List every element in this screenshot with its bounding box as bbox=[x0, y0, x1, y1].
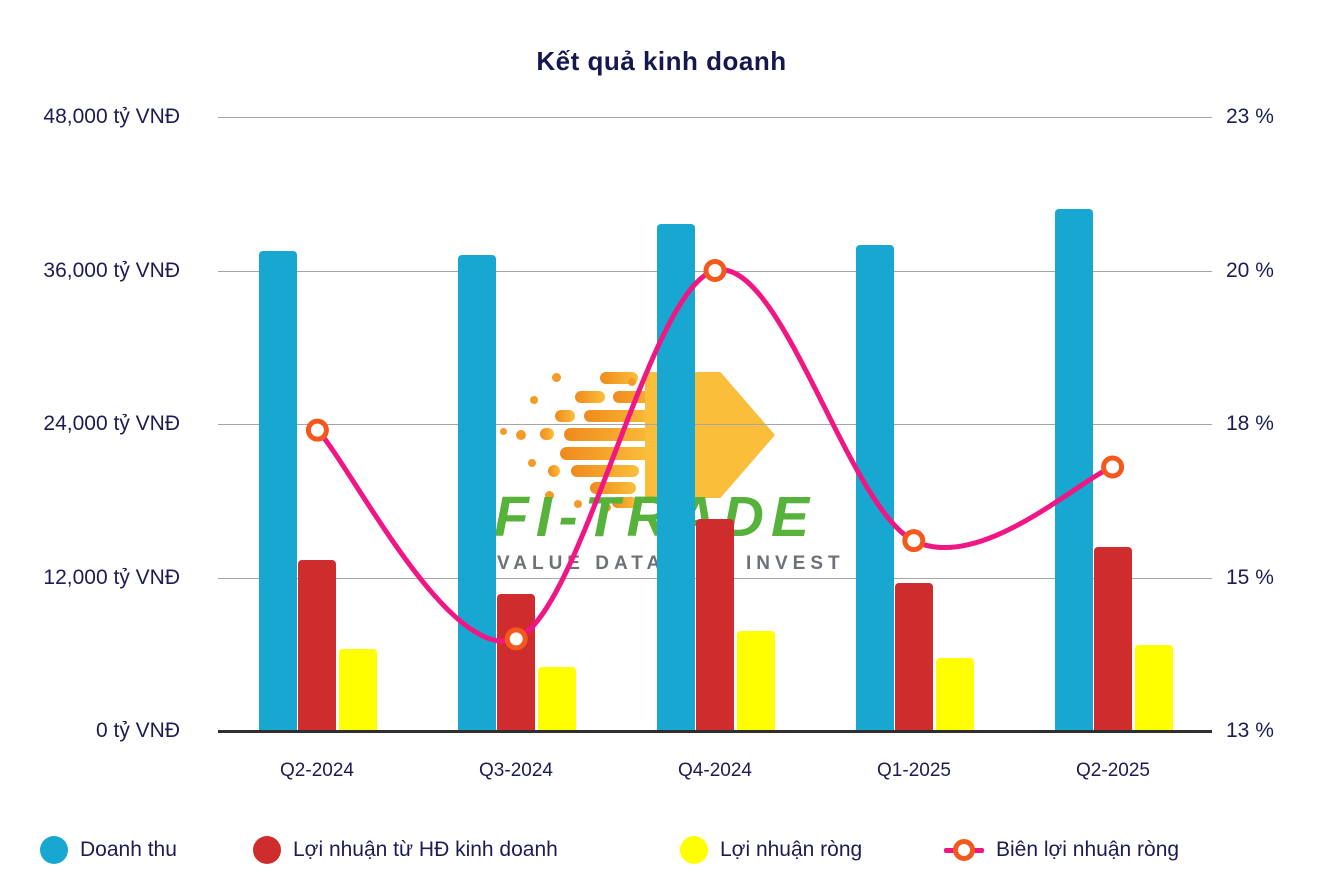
watermark-dash bbox=[564, 428, 660, 441]
watermark-dash bbox=[571, 465, 639, 477]
left-axis-tick: 24,000 tỷ VNĐ bbox=[43, 412, 180, 435]
legend-label: Lợi nhuận từ HĐ kinh doanh bbox=[293, 838, 558, 861]
bar-2-Q1-2025 bbox=[936, 658, 974, 731]
left-axis-tick: 12,000 tỷ VNĐ bbox=[43, 566, 180, 589]
x-axis-tick: Q2-2024 bbox=[280, 760, 354, 781]
chart-title: Kết quả kinh doanh bbox=[536, 46, 787, 76]
watermark-dot bbox=[516, 430, 526, 440]
legend-item-4[interactable]: Biên lợi nhuận ròng bbox=[944, 834, 1179, 866]
right-axis-tick: 23 % bbox=[1226, 105, 1274, 128]
bar-0-Q3-2024 bbox=[458, 255, 496, 731]
bar-2-Q3-2024 bbox=[538, 667, 576, 731]
gridline bbox=[218, 117, 1212, 118]
legend-circle-icon bbox=[40, 836, 68, 864]
bar-0-Q2-2025 bbox=[1055, 209, 1093, 731]
legend-label: Lợi nhuận ròng bbox=[720, 838, 863, 861]
watermark-dash bbox=[584, 410, 656, 422]
x-axis-tick: Q3-2024 bbox=[479, 760, 553, 781]
bar-0-Q4-2024 bbox=[657, 224, 695, 731]
legend-item-2[interactable]: Lợi nhuận từ HĐ kinh doanh bbox=[253, 834, 558, 866]
net-margin-marker-Q1-2025 bbox=[902, 529, 926, 553]
bar-1-Q4-2024 bbox=[696, 519, 734, 731]
legend-circle-icon bbox=[680, 836, 708, 864]
watermark-tagline-right: INVEST bbox=[746, 553, 845, 574]
bar-1-Q2-2025 bbox=[1094, 547, 1132, 731]
bar-1-Q1-2025 bbox=[895, 583, 933, 731]
watermark-dash bbox=[600, 372, 638, 384]
legend-label: Doanh thu bbox=[80, 838, 177, 861]
x-axis-tick: Q4-2024 bbox=[678, 760, 752, 781]
right-axis-tick: 15 % bbox=[1226, 566, 1274, 589]
watermark-dash bbox=[560, 447, 652, 460]
watermark-dot bbox=[528, 459, 536, 467]
watermark-dot bbox=[545, 491, 554, 500]
watermark-dot bbox=[552, 373, 561, 382]
legend-ring bbox=[953, 839, 975, 861]
bar-2-Q4-2024 bbox=[737, 631, 775, 731]
watermark-dash bbox=[612, 497, 638, 508]
bar-0-Q2-2024 bbox=[259, 251, 297, 731]
watermark-dot bbox=[500, 428, 507, 435]
watermark-dot bbox=[602, 503, 611, 512]
x-axis-tick: Q1-2025 bbox=[877, 760, 951, 781]
watermark-dot bbox=[628, 378, 636, 386]
watermark-dot bbox=[574, 500, 582, 508]
legend-line-marker-icon bbox=[944, 836, 984, 864]
watermark-dash bbox=[590, 482, 636, 494]
left-axis-tick: 0 tỷ VNĐ bbox=[95, 719, 180, 742]
bar-2-Q2-2025 bbox=[1135, 645, 1173, 731]
x-axis-line bbox=[218, 730, 1212, 733]
watermark-dot bbox=[530, 396, 538, 404]
watermark-dash bbox=[555, 410, 575, 422]
left-axis-tick: 36,000 tỷ VNĐ bbox=[43, 259, 180, 282]
right-axis-tick: 13 % bbox=[1226, 719, 1274, 742]
x-axis-tick: Q2-2025 bbox=[1076, 760, 1150, 781]
legend-circle-icon bbox=[253, 836, 281, 864]
watermark-dash bbox=[575, 391, 605, 403]
legend-item-1[interactable]: Doanh thu bbox=[40, 834, 177, 866]
watermark-dash bbox=[548, 465, 560, 477]
bar-0-Q1-2025 bbox=[856, 245, 894, 731]
bar-2-Q2-2024 bbox=[339, 649, 377, 731]
bar-1-Q3-2024 bbox=[497, 594, 535, 731]
right-axis-tick: 20 % bbox=[1226, 259, 1274, 282]
legend-label: Biên lợi nhuận ròng bbox=[996, 838, 1180, 861]
right-axis-tick: 18 % bbox=[1226, 412, 1274, 435]
left-axis-tick: 48,000 tỷ VNĐ bbox=[43, 105, 180, 128]
net-margin-marker-Q2-2025 bbox=[1101, 455, 1125, 479]
watermark-dash bbox=[540, 428, 554, 440]
legend-item-3[interactable]: Lợi nhuận ròng bbox=[680, 834, 862, 866]
bar-1-Q2-2024 bbox=[298, 560, 336, 731]
